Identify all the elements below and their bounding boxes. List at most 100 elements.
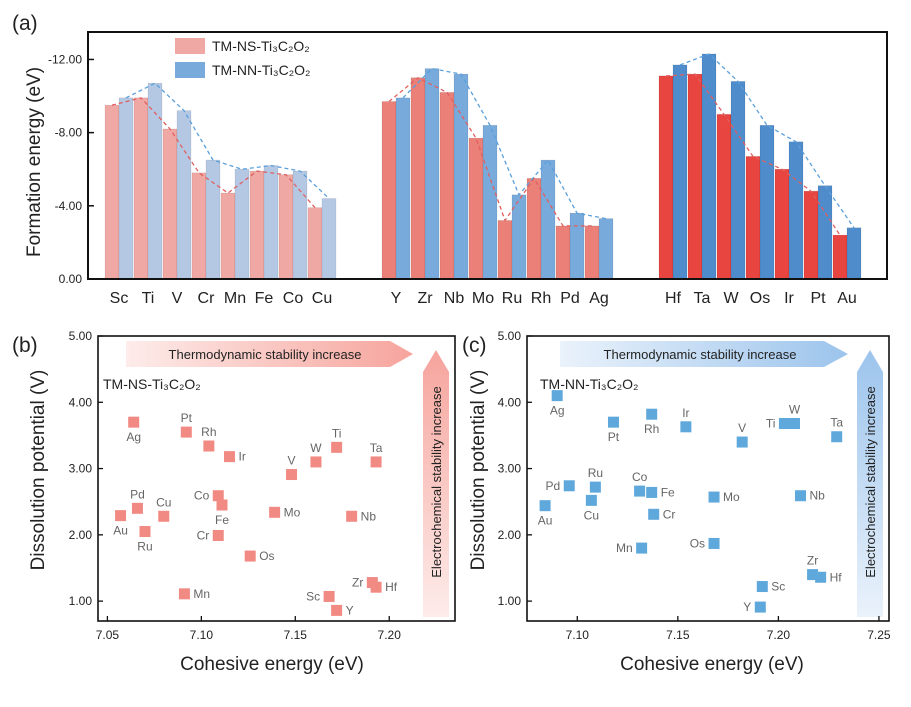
- panel-b-ytick-label: 5.00: [69, 329, 93, 343]
- panel-a-category-mn: Mn: [224, 290, 246, 307]
- bar-nn-os: [759, 125, 775, 280]
- bar-ns-os: [745, 156, 761, 280]
- panel-b-point-label-w: W: [310, 441, 322, 455]
- panel-c-point-y: [754, 601, 766, 613]
- panel-a-category-mo: Mo: [472, 290, 494, 307]
- panel-b-point-nb: [346, 510, 358, 522]
- panel-c-point-label-co: Co: [632, 470, 648, 484]
- bar-nn-mn: [234, 168, 250, 280]
- panel-b-point-ag: [128, 416, 140, 428]
- panel-b-ytick-label: 2.00: [69, 528, 93, 542]
- panel-b-point-cu: [158, 510, 170, 522]
- panel-a-ytick-label: 0.00: [59, 272, 83, 286]
- panel-b-point-label-mn: Mn: [193, 587, 210, 601]
- bar-nn-sc: [118, 97, 134, 280]
- panel-c-point-label-au: Au: [538, 514, 553, 528]
- panel-c-point-pd: [563, 480, 575, 492]
- panel-b-point-y: [331, 604, 343, 616]
- panel-c-ytick-label: 1.00: [498, 594, 522, 608]
- bar-ns-ag: [584, 225, 600, 280]
- panel-c-ytick-label: 5.00: [498, 329, 522, 343]
- panel-c-ticks: 7.10 7.15 7.20 7.25 1.00 2.00 3.00 4.00 5.00: [498, 329, 891, 642]
- panel-a-frame: [87, 31, 888, 280]
- panel-b-point-rh: [203, 440, 215, 452]
- bar-ns-pd: [555, 225, 571, 280]
- panel-a-category-os: Os: [750, 290, 770, 307]
- panel-b-xlabel: Cohesive energy (eV): [180, 654, 364, 675]
- bar-nn-y: [395, 97, 411, 280]
- panel-c-point-w: [788, 417, 800, 429]
- panel-a-ytick-label: -12.00: [48, 52, 82, 66]
- panel-c-point-label-ti: Ti: [766, 416, 776, 430]
- bar-ns-ru: [497, 220, 513, 280]
- panel-b-point-label-mo: Mo: [284, 505, 301, 519]
- panel-b-thermo-arrow-shape: [126, 341, 413, 367]
- panel-c-point-label-y: Y: [743, 600, 751, 614]
- panel-b-point-sc: [323, 590, 335, 602]
- legend-swatch-nn: [175, 62, 205, 78]
- panel-b-xtick-label: 7.05: [96, 628, 120, 642]
- panel-b-point-label-ir: Ir: [239, 450, 246, 464]
- bar-ns-ta: [687, 73, 703, 280]
- trend-line-ns-group-2: [388, 76, 592, 227]
- panel-c-point-label-rh: Rh: [644, 422, 659, 436]
- panel-b-point-label-sc: Sc: [306, 589, 320, 603]
- bar-ns-co: [278, 174, 294, 280]
- panel-b-point-fe: [216, 499, 228, 511]
- panel-b-points: Ag Pt Rh Ir VW Ti Ta Pd Cu Au Ru Co Fe Cr Mo Nb Os Mn Zr Hf…: [113, 411, 398, 617]
- bar-nn-au: [846, 227, 862, 280]
- panel-c-thermo-arrow-label: Thermodynamic stability increase: [604, 347, 797, 362]
- panel-c-point-ti: [778, 417, 790, 429]
- bar-nn-co: [292, 170, 308, 280]
- panel-b-point-cr: [212, 530, 224, 541]
- panel-b-point-label-y: Y: [346, 603, 354, 617]
- panel-b-point-label-pt: Pt: [181, 411, 193, 425]
- panel-c-point-mo: [708, 491, 720, 503]
- panel-a-category-labels: Sc Ti V Cr Mn Fe Co Cu Y Zr Nb Mo Ru Rh Pd Ag Hf Ta W Os Ir P…: [110, 290, 857, 307]
- legend-label-nn: TM-NN-Ti₃C₂O₂: [212, 62, 310, 78]
- panel-c-point-label-pd: Pd: [546, 479, 561, 493]
- bar-ns-mo: [468, 137, 484, 280]
- bar-ns-au: [832, 234, 848, 280]
- panel-c-point-os: [708, 537, 720, 549]
- bar-nn-fe: [263, 165, 279, 280]
- bar-ns-pt: [803, 190, 819, 280]
- bar-nn-w: [730, 81, 746, 280]
- panel-c-xtick-label: 7.25: [867, 628, 891, 642]
- panel-b-point-label-cu: Cu: [156, 495, 171, 509]
- panel-a-category-ir: Ir: [784, 290, 794, 307]
- panel-c-point-ru: [589, 481, 601, 493]
- panel-c-point-pt: [607, 416, 619, 428]
- bar-nn-v: [176, 110, 192, 280]
- bar-ns-fe: [249, 170, 265, 280]
- panel-c-xtick-label: 7.15: [666, 628, 690, 642]
- panel-b-point-hf: [370, 581, 382, 593]
- bar-nn-cr: [205, 159, 221, 280]
- panel-c-point-label-mo: Mo: [723, 490, 740, 504]
- panel-b-point-label-rh: Rh: [201, 425, 216, 439]
- panel-c-point-mn: [636, 542, 648, 554]
- panel-c-point-label-zr: Zr: [807, 554, 818, 568]
- panel-c-point-nb: [795, 490, 807, 502]
- panel-a-category-hf: Hf: [665, 290, 682, 307]
- panel-c-frame: [526, 335, 890, 622]
- panel-c-point-hf: [815, 571, 827, 583]
- bar-ns-y: [381, 101, 397, 280]
- panel-b-ytick-label: 4.00: [69, 395, 93, 409]
- panel-c-electro-arrow: Electrochemical stability increase: [857, 350, 883, 617]
- panel-b-point-label-pd: Pd: [130, 487, 145, 501]
- panel-c-point-v: [736, 436, 748, 448]
- bar-nn-nb: [453, 73, 469, 280]
- bar-ns-nb: [439, 92, 455, 280]
- bar-nn-ir: [788, 141, 804, 280]
- panel-b-point-v: [286, 469, 298, 481]
- panel-c-point-label-os: Os: [690, 536, 705, 550]
- panel-b-xtick-label: 7.10: [190, 628, 214, 642]
- panel-a-category-fe: Fe: [255, 290, 274, 307]
- panel-a-category-zr: Zr: [417, 290, 433, 307]
- panel-a-category-co: Co: [283, 290, 304, 307]
- panel-c-point-zr: [807, 569, 819, 581]
- panel-c-ytick-label: 2.00: [498, 528, 522, 542]
- panel-b-point-ir: [224, 451, 236, 463]
